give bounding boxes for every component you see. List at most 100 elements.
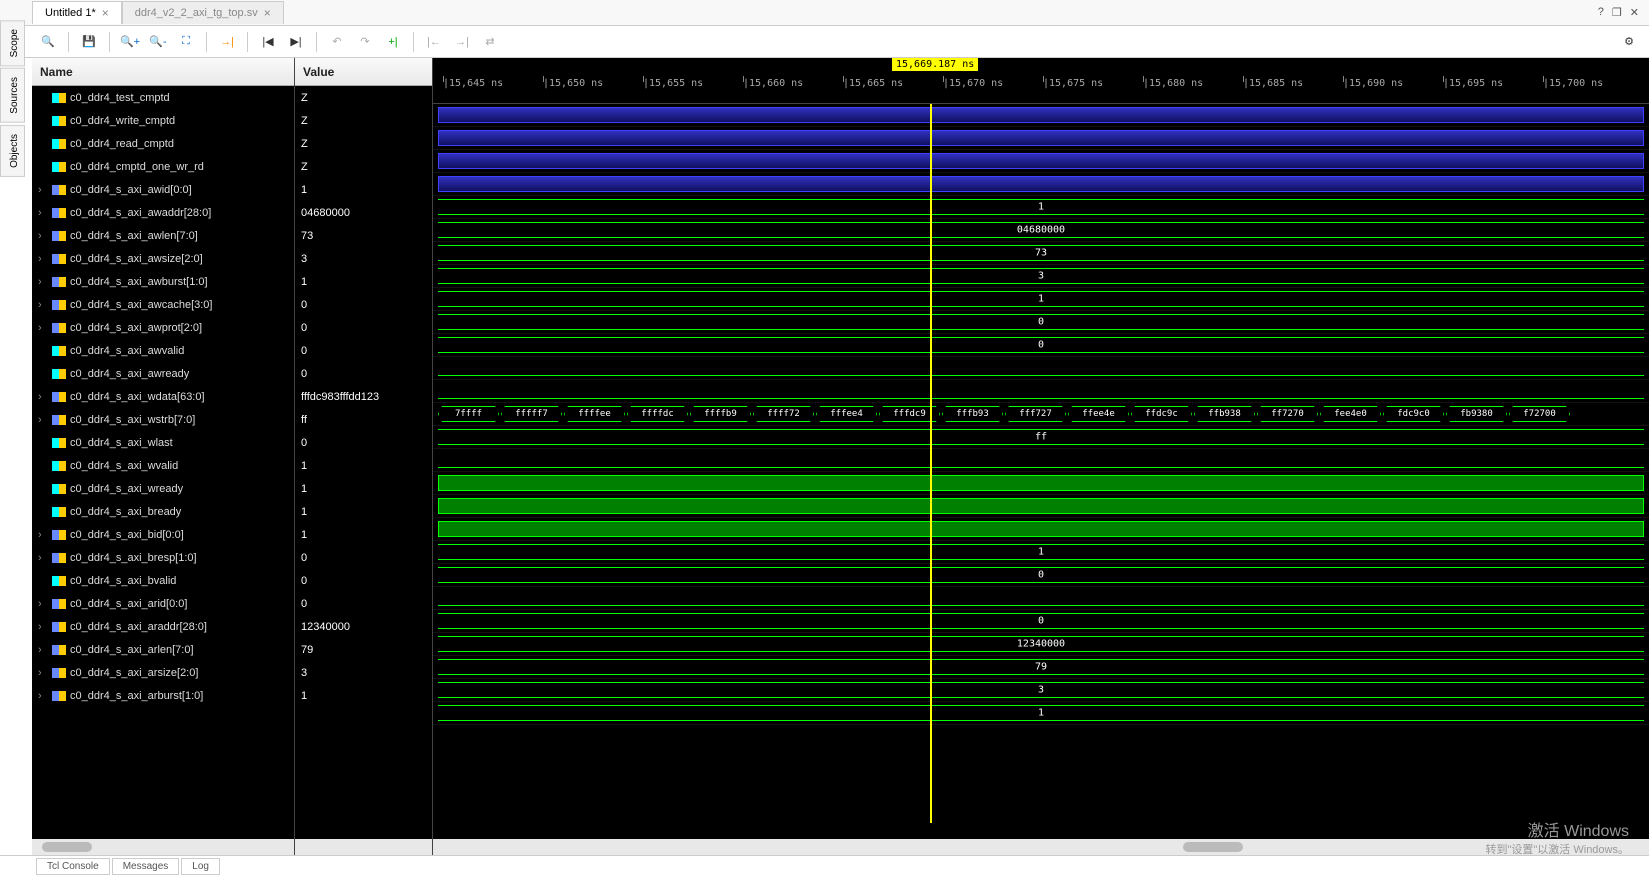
wave-row[interactable]	[433, 150, 1649, 173]
signal-value-row[interactable]: 73	[295, 224, 432, 247]
wave-row[interactable]: 7fffffffff7ffffeeffffdcffffb9ffff72fffee…	[433, 403, 1649, 426]
save-icon[interactable]: 💾	[77, 30, 101, 54]
bottom-tab[interactable]: Tcl Console	[36, 858, 110, 875]
signal-name-row[interactable]: c0_ddr4_s_axi_wready	[32, 477, 294, 500]
next-edge-icon[interactable]: →|	[450, 30, 474, 54]
zoom-fit-icon[interactable]: ⛶	[174, 30, 198, 54]
expand-icon[interactable]: ›	[38, 276, 48, 288]
signal-value-row[interactable]: 0	[295, 546, 432, 569]
signal-value-row[interactable]: 0	[295, 293, 432, 316]
wave-row[interactable]	[433, 495, 1649, 518]
signal-value-row[interactable]: 1	[295, 523, 432, 546]
wave-row[interactable]: 3	[433, 265, 1649, 288]
wave-hscroll[interactable]	[433, 839, 1649, 855]
wave-row[interactable]	[433, 104, 1649, 127]
swap-icon[interactable]: ⇄	[478, 30, 502, 54]
next-transition-icon[interactable]: ↷	[353, 30, 377, 54]
cursor-line[interactable]	[930, 104, 932, 823]
signal-name-row[interactable]: ›c0_ddr4_s_axi_awburst[1:0]	[32, 270, 294, 293]
expand-icon[interactable]: ›	[38, 184, 48, 196]
signal-name-row[interactable]: ›c0_ddr4_s_axi_awsize[2:0]	[32, 247, 294, 270]
signal-name-row[interactable]: ›c0_ddr4_s_axi_awid[0:0]	[32, 178, 294, 201]
wave-row[interactable]: 0	[433, 334, 1649, 357]
help-icon[interactable]: ?	[1598, 6, 1604, 19]
search-icon[interactable]: 🔍	[36, 30, 60, 54]
bottom-tab[interactable]: Messages	[112, 858, 180, 875]
side-tab-sources[interactable]: Sources	[0, 68, 25, 123]
wave-row[interactable]: 0	[433, 564, 1649, 587]
side-tab-objects[interactable]: Objects	[0, 125, 25, 177]
signal-name-row[interactable]: ›c0_ddr4_s_axi_bid[0:0]	[32, 523, 294, 546]
wave-row[interactable]: 1	[433, 288, 1649, 311]
expand-icon[interactable]: ›	[38, 322, 48, 334]
prev-transition-icon[interactable]: ↶	[325, 30, 349, 54]
signal-value-row[interactable]: 3	[295, 661, 432, 684]
expand-icon[interactable]: ›	[38, 253, 48, 265]
wave-row[interactable]: 1	[433, 541, 1649, 564]
zoom-out-icon[interactable]: 🔍-	[146, 30, 170, 54]
signal-value-row[interactable]: 1	[295, 178, 432, 201]
file-tab-active[interactable]: Untitled 1* ×	[32, 1, 122, 24]
expand-icon[interactable]: ›	[38, 299, 48, 311]
expand-icon[interactable]: ›	[38, 621, 48, 633]
wave-row[interactable]: 3	[433, 679, 1649, 702]
signal-name-row[interactable]: c0_ddr4_s_axi_awready	[32, 362, 294, 385]
signal-name-row[interactable]: ›c0_ddr4_s_axi_arsize[2:0]	[32, 661, 294, 684]
prev-edge-icon[interactable]: |←	[422, 30, 446, 54]
close-icon[interactable]: ×	[102, 6, 109, 20]
wave-row[interactable]: 79	[433, 656, 1649, 679]
signal-name-row[interactable]: ›c0_ddr4_s_axi_awprot[2:0]	[32, 316, 294, 339]
settings-icon[interactable]: ⚙	[1617, 30, 1641, 54]
name-hscroll[interactable]	[32, 839, 294, 855]
signal-name-row[interactable]: c0_ddr4_s_axi_wlast	[32, 431, 294, 454]
signal-name-row[interactable]: c0_ddr4_s_axi_bready	[32, 500, 294, 523]
signal-value-row[interactable]: Z	[295, 155, 432, 178]
signal-value-row[interactable]: 3	[295, 247, 432, 270]
goto-end-icon[interactable]: ▶|	[284, 30, 308, 54]
signal-value-row[interactable]: 1	[295, 500, 432, 523]
signal-value-row[interactable]: 1	[295, 270, 432, 293]
expand-icon[interactable]: ›	[38, 690, 48, 702]
wave-row[interactable]	[433, 127, 1649, 150]
signal-value-row[interactable]: fffdc983fffdd123	[295, 385, 432, 408]
close-icon[interactable]: ×	[264, 6, 271, 20]
expand-icon[interactable]: ›	[38, 667, 48, 679]
signal-value-row[interactable]: 0	[295, 431, 432, 454]
expand-icon[interactable]: ›	[38, 414, 48, 426]
expand-icon[interactable]: ›	[38, 391, 48, 403]
signal-value-row[interactable]: 04680000	[295, 201, 432, 224]
side-tab-scope[interactable]: Scope	[0, 20, 25, 66]
waveform-rows[interactable]: 1046800007331007fffffffff7ffffeeffffdcff…	[433, 104, 1649, 839]
signal-name-row[interactable]: c0_ddr4_s_axi_awvalid	[32, 339, 294, 362]
signal-value-row[interactable]: 1	[295, 454, 432, 477]
wave-row[interactable]	[433, 357, 1649, 380]
signal-value-row[interactable]: 0	[295, 316, 432, 339]
wave-row[interactable]	[433, 472, 1649, 495]
signal-value-row[interactable]: 79	[295, 638, 432, 661]
signal-name-row[interactable]: c0_ddr4_s_axi_bvalid	[32, 569, 294, 592]
signal-name-row[interactable]: ›c0_ddr4_s_axi_wstrb[7:0]	[32, 408, 294, 431]
signal-value-row[interactable]: Z	[295, 109, 432, 132]
signal-name-row[interactable]: ›c0_ddr4_s_axi_awlen[7:0]	[32, 224, 294, 247]
expand-icon[interactable]: ›	[38, 207, 48, 219]
signal-name-row[interactable]: ›c0_ddr4_s_axi_awcache[3:0]	[32, 293, 294, 316]
signal-name-row[interactable]: ›c0_ddr4_s_axi_arid[0:0]	[32, 592, 294, 615]
signal-value-row[interactable]: 0	[295, 339, 432, 362]
wave-row[interactable]	[433, 587, 1649, 610]
wave-row[interactable]: 04680000	[433, 219, 1649, 242]
wave-row[interactable]: 1	[433, 196, 1649, 219]
signal-value-row[interactable]: 0	[295, 569, 432, 592]
signal-value-row[interactable]: 1	[295, 477, 432, 500]
signal-value-row[interactable]: 1	[295, 684, 432, 707]
maximize-icon[interactable]: ✕	[1630, 6, 1639, 19]
wave-row[interactable]: 12340000	[433, 633, 1649, 656]
signal-value-row[interactable]: 0	[295, 592, 432, 615]
wave-row[interactable]: ff	[433, 426, 1649, 449]
signal-name-row[interactable]: c0_ddr4_s_axi_wvalid	[32, 454, 294, 477]
goto-start-icon[interactable]: |◀	[256, 30, 280, 54]
cursor-time-flag[interactable]: 15,669.187 ns	[892, 58, 978, 71]
signal-name-row[interactable]: ›c0_ddr4_s_axi_awaddr[28:0]	[32, 201, 294, 224]
value-hscroll[interactable]	[295, 839, 432, 855]
wave-row[interactable]	[433, 173, 1649, 196]
add-marker-icon[interactable]: +|	[381, 30, 405, 54]
